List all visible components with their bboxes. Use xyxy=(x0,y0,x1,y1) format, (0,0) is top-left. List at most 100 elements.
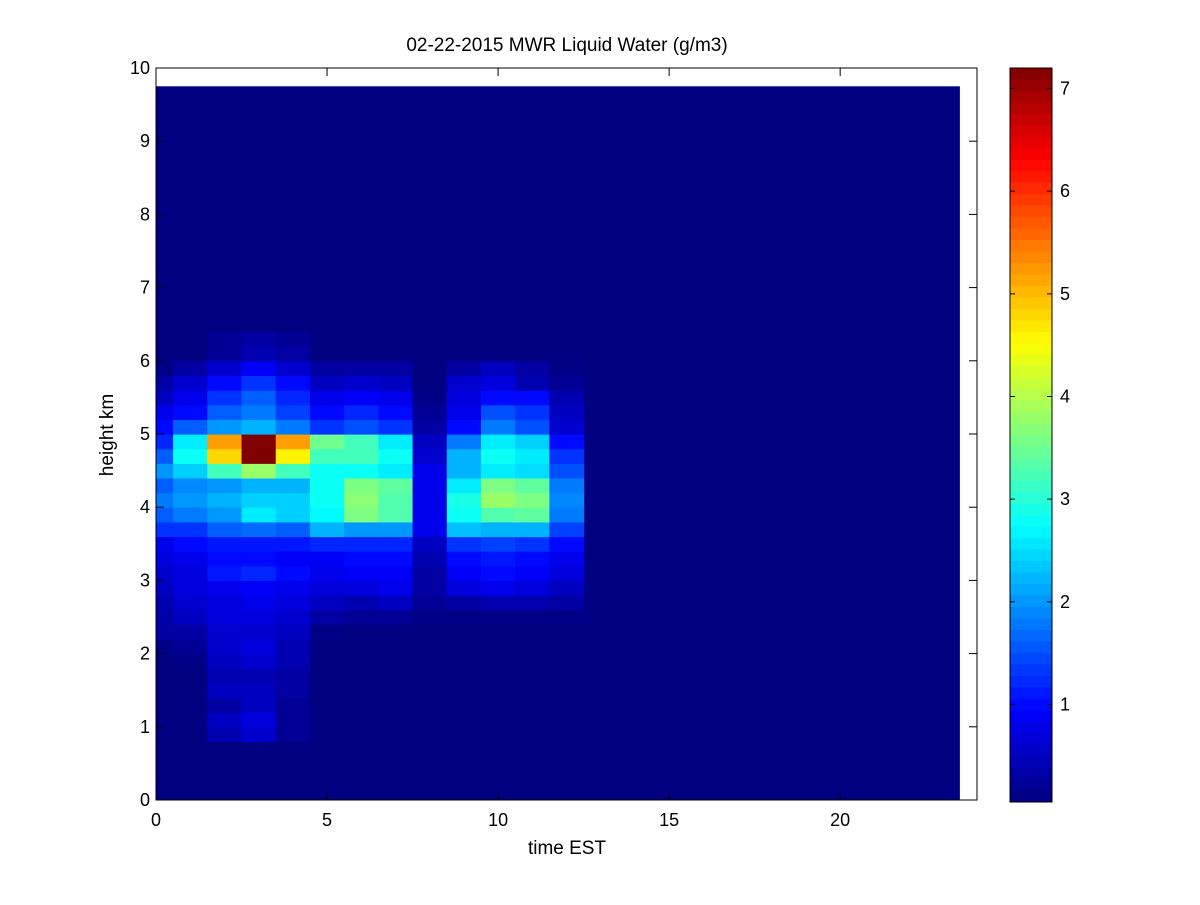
heatmap-cell xyxy=(156,492,174,508)
heatmap-cell xyxy=(378,360,414,377)
heatmap-cell xyxy=(309,595,345,611)
heatmap-cell xyxy=(549,668,585,684)
heatmap-cell xyxy=(275,697,311,713)
heatmap-cell xyxy=(446,448,482,464)
heatmap-cell xyxy=(344,668,379,684)
heatmap-cell xyxy=(156,682,174,699)
heatmap-cell xyxy=(549,477,585,494)
heatmap-cell xyxy=(344,404,379,420)
heatmap-cell xyxy=(549,536,585,552)
heatmap-cell xyxy=(207,419,243,435)
heatmap-cell xyxy=(549,712,585,728)
y-tick-label: 8 xyxy=(140,204,150,224)
heatmap-cell xyxy=(412,477,448,494)
heatmap-cell xyxy=(412,390,448,406)
heatmap-cell xyxy=(207,668,243,684)
heatmap-cell xyxy=(378,507,414,523)
heatmap-cell xyxy=(344,609,379,625)
heatmap-cell xyxy=(412,536,448,552)
heatmap-cell xyxy=(241,331,277,347)
x-tick-label: 10 xyxy=(488,810,508,830)
heatmap-cell xyxy=(173,492,208,508)
heatmap-cell xyxy=(156,697,174,713)
heatmap-cell xyxy=(515,360,550,377)
heatmap-cell xyxy=(156,346,174,362)
heatmap-cell xyxy=(480,565,516,581)
heatmap-cell xyxy=(515,477,550,494)
heatmap-cell xyxy=(275,580,311,596)
heatmap-cell xyxy=(344,624,379,640)
heatmap-cell xyxy=(309,331,345,347)
colorbar-tick-label: 4 xyxy=(1060,387,1070,407)
heatmap-cell xyxy=(275,624,311,640)
y-axis-label: height km xyxy=(97,394,118,476)
heatmap-cell xyxy=(207,580,243,596)
heatmap-cell xyxy=(412,595,448,611)
heatmap-cell xyxy=(344,463,379,479)
heatmap-cell xyxy=(156,624,174,640)
heatmap-cell xyxy=(515,390,550,406)
heatmap-cell xyxy=(207,448,243,464)
heatmap-cell xyxy=(207,404,243,420)
heatmap-cell xyxy=(378,434,414,450)
heatmap-cell xyxy=(480,624,516,640)
heatmap-cell xyxy=(344,375,379,391)
heatmap-cell xyxy=(344,448,379,464)
y-tick-label: 4 xyxy=(140,497,150,517)
heatmap-cell xyxy=(309,653,345,669)
heatmap-cell xyxy=(378,536,414,552)
colorbar-tick-label: 5 xyxy=(1060,284,1070,304)
heatmap-cell xyxy=(446,609,482,625)
colorbar-tick-label: 2 xyxy=(1060,592,1070,612)
heatmap-cell xyxy=(207,551,243,567)
heatmap-cell xyxy=(241,404,277,420)
y-tick-label: 3 xyxy=(140,570,150,590)
y-tick-label: 7 xyxy=(140,278,150,298)
heatmap-cell xyxy=(515,595,550,611)
heatmap-cell xyxy=(207,434,243,450)
heatmap-cell xyxy=(156,609,174,625)
heatmap-cell xyxy=(241,580,277,596)
heatmap-cell xyxy=(173,536,208,552)
heatmap-cell xyxy=(480,390,516,406)
heatmap-cell xyxy=(446,624,482,640)
colorbar-gradient xyxy=(1010,68,1052,802)
heatmap-cell xyxy=(275,463,311,479)
heatmap-cell xyxy=(344,434,379,450)
heatmap-cell xyxy=(378,346,414,362)
heatmap-cell xyxy=(549,404,585,420)
heatmap-cell xyxy=(173,682,208,699)
heatmap-cell xyxy=(378,448,414,464)
heatmap-cell xyxy=(344,492,379,508)
heatmap-cell xyxy=(309,404,345,420)
heatmap-cell xyxy=(480,375,516,391)
heatmap-cell xyxy=(515,507,550,523)
heatmap-cell xyxy=(275,331,311,347)
heatmap-cell xyxy=(207,507,243,523)
heatmap-cell xyxy=(156,434,174,450)
heatmap-cell xyxy=(412,712,448,728)
heatmap-cell xyxy=(549,624,585,640)
heatmap-cell xyxy=(156,536,174,552)
colorbar-tick-label: 6 xyxy=(1060,181,1070,201)
heatmap-cell xyxy=(412,434,448,450)
heatmap-cell xyxy=(309,477,345,494)
heatmap-cell xyxy=(412,521,448,538)
heatmap-cell xyxy=(156,521,174,538)
heatmap-cell xyxy=(241,712,277,728)
heatmap-cell xyxy=(309,463,345,479)
heatmap-cell xyxy=(515,565,550,581)
heatmap-cell xyxy=(515,419,550,435)
heatmap-cell xyxy=(275,521,311,538)
heatmap-cell xyxy=(446,346,482,362)
x-axis-label: time EST xyxy=(528,838,607,859)
heatmap-cell xyxy=(275,375,311,391)
heatmap-cell xyxy=(515,463,550,479)
heatmap-cell xyxy=(412,492,448,508)
heatmap-cell xyxy=(480,448,516,464)
heatmap-cell xyxy=(412,653,448,669)
heatmap-cell xyxy=(378,638,414,655)
heatmap-cell xyxy=(412,331,448,347)
heatmap-cell xyxy=(207,521,243,538)
